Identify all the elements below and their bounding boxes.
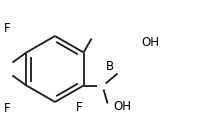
Text: OH: OH (141, 36, 159, 50)
Text: F: F (4, 102, 11, 115)
Text: OH: OH (113, 100, 131, 113)
Text: F: F (4, 22, 11, 35)
Text: F: F (76, 101, 82, 114)
Text: B: B (106, 59, 114, 72)
